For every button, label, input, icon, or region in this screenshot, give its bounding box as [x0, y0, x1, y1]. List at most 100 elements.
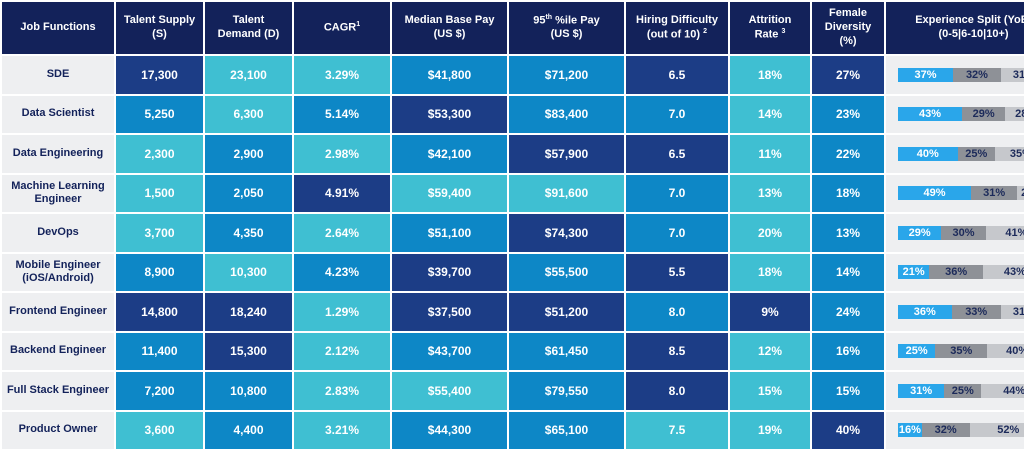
experience-split-bar: 29%30%41% [898, 226, 1024, 240]
talent-demand-cell: 15,300 [205, 333, 292, 371]
experience-split-bar: 31%25%44% [898, 384, 1024, 398]
cagr-cell: 3.21% [294, 412, 390, 449]
experience-6-10-segment: 31% [971, 186, 1017, 200]
header-job-functions: Job Functions [2, 2, 114, 54]
female-diversity-cell: 22% [812, 135, 884, 173]
cagr-cell: 2.98% [294, 135, 390, 173]
experience-6-10-segment: 36% [929, 265, 983, 279]
experience-6-10-segment: 32% [922, 423, 970, 437]
talent-demand-cell: 6,300 [205, 96, 292, 134]
talent-supply-cell: 14,800 [116, 293, 203, 331]
header-label: (%) [839, 35, 856, 47]
talent-demand-cell: 10,800 [205, 372, 292, 410]
talent-supply-cell: 11,400 [116, 333, 203, 371]
header-label: (US $) [434, 28, 466, 40]
experience-split-bar: 49%31%20% [898, 186, 1024, 200]
hiring-difficulty-cell: 7.0 [626, 175, 728, 213]
experience-6-10-segment: 29% [962, 107, 1005, 121]
job-function-label: Data Engineering [2, 135, 114, 173]
95th-percentile-pay-cell: $55,500 [509, 254, 624, 292]
hiring-difficulty-cell: 7.0 [626, 96, 728, 134]
job-function-label: SDE [2, 56, 114, 94]
experience-6-10-segment: 25% [944, 384, 981, 398]
header-label: Job Functions [20, 21, 95, 35]
hiring-difficulty-cell: 8.0 [626, 372, 728, 410]
header-talent-supply: Talent Supply(S) [116, 2, 203, 54]
attrition-rate-cell: 18% [730, 56, 810, 94]
header-label: Experience Split (YoE) [915, 14, 1024, 26]
median-base-pay-cell: $53,300 [392, 96, 507, 134]
job-function-label: Data Scientist [2, 96, 114, 134]
cagr-cell: 2.83% [294, 372, 390, 410]
header-label: Hiring Difficulty [636, 14, 718, 26]
experience-0-5-segment: 25% [898, 344, 935, 358]
experience-split-cell: 21%36%43% [886, 254, 1024, 292]
talent-demand-cell: 10,300 [205, 254, 292, 292]
header-label: 95 [533, 15, 545, 27]
cagr-cell: 4.23% [294, 254, 390, 292]
talent-supply-cell: 5,250 [116, 96, 203, 134]
median-base-pay-cell: $51,100 [392, 214, 507, 252]
experience-10-plus-segment: 35% [995, 147, 1024, 161]
experience-split-cell: 29%30%41% [886, 214, 1024, 252]
experience-split-cell: 37%32%31% [886, 56, 1024, 94]
experience-split-bar: 36%33%31% [898, 305, 1024, 319]
median-base-pay-cell: $43,700 [392, 333, 507, 371]
95th-percentile-pay-cell: $51,200 [509, 293, 624, 331]
experience-6-10-segment: 35% [935, 344, 987, 358]
job-function-label: Machine Learning Engineer [2, 175, 114, 213]
job-function-label: Full Stack Engineer [2, 372, 114, 410]
experience-split-cell: 16%32%52% [886, 412, 1024, 449]
attrition-rate-cell: 19% [730, 412, 810, 449]
talent-supply-cell: 3,600 [116, 412, 203, 449]
experience-0-5-segment: 49% [898, 186, 971, 200]
attrition-rate-cell: 20% [730, 214, 810, 252]
attrition-rate-cell: 15% [730, 372, 810, 410]
median-base-pay-cell: $41,800 [392, 56, 507, 94]
95th-percentile-pay-cell: $83,400 [509, 96, 624, 134]
talent-demand-cell: 2,900 [205, 135, 292, 173]
female-diversity-cell: 18% [812, 175, 884, 213]
header-label: Rate [755, 28, 779, 40]
median-base-pay-cell: $42,100 [392, 135, 507, 173]
experience-0-5-segment: 43% [898, 107, 962, 121]
header-label: (out of 10) [647, 28, 700, 40]
talent-supply-cell: 2,300 [116, 135, 203, 173]
experience-split-cell: 36%33%31% [886, 293, 1024, 331]
hiring-difficulty-cell: 8.5 [626, 333, 728, 371]
experience-10-plus-segment: 40% [987, 344, 1024, 358]
experience-split-bar: 25%35%40% [898, 344, 1024, 358]
experience-10-plus-segment: 52% [970, 423, 1024, 437]
cagr-cell: 5.14% [294, 96, 390, 134]
header-label: Attrition [749, 14, 792, 26]
median-base-pay-cell: $55,400 [392, 372, 507, 410]
header-label: (S) [152, 28, 167, 40]
job-function-label: Mobile Engineer (iOS/Android) [2, 254, 114, 292]
header-hiring-difficulty: Hiring Difficulty(out of 10) 2 [626, 2, 728, 54]
attrition-rate-cell: 13% [730, 175, 810, 213]
attrition-rate-cell: 9% [730, 293, 810, 331]
experience-split-cell: 31%25%44% [886, 372, 1024, 410]
talent-demand-cell: 23,100 [205, 56, 292, 94]
95th-percentile-pay-cell: $71,200 [509, 56, 624, 94]
header-label: (0-5|6-10|10+) [938, 28, 1008, 40]
median-base-pay-cell: $44,300 [392, 412, 507, 449]
attrition-rate-cell: 12% [730, 333, 810, 371]
experience-0-5-segment: 36% [898, 305, 952, 319]
experience-split-bar: 43%29%28% [898, 107, 1024, 121]
footnote-marker: 3 [781, 28, 785, 35]
talent-supply-cell: 1,500 [116, 175, 203, 213]
talent-supply-cell: 8,900 [116, 254, 203, 292]
experience-10-plus-segment: 41% [986, 226, 1024, 240]
cagr-cell: 4.91% [294, 175, 390, 213]
footnote-marker: 1 [356, 21, 360, 28]
header-label: (US $) [551, 28, 583, 40]
talent-demand-cell: 4,350 [205, 214, 292, 252]
experience-0-5-segment: 31% [898, 384, 944, 398]
hiring-difficulty-cell: 6.5 [626, 56, 728, 94]
attrition-rate-cell: 18% [730, 254, 810, 292]
experience-0-5-segment: 16% [898, 423, 922, 437]
experience-10-plus-segment: 44% [981, 384, 1024, 398]
